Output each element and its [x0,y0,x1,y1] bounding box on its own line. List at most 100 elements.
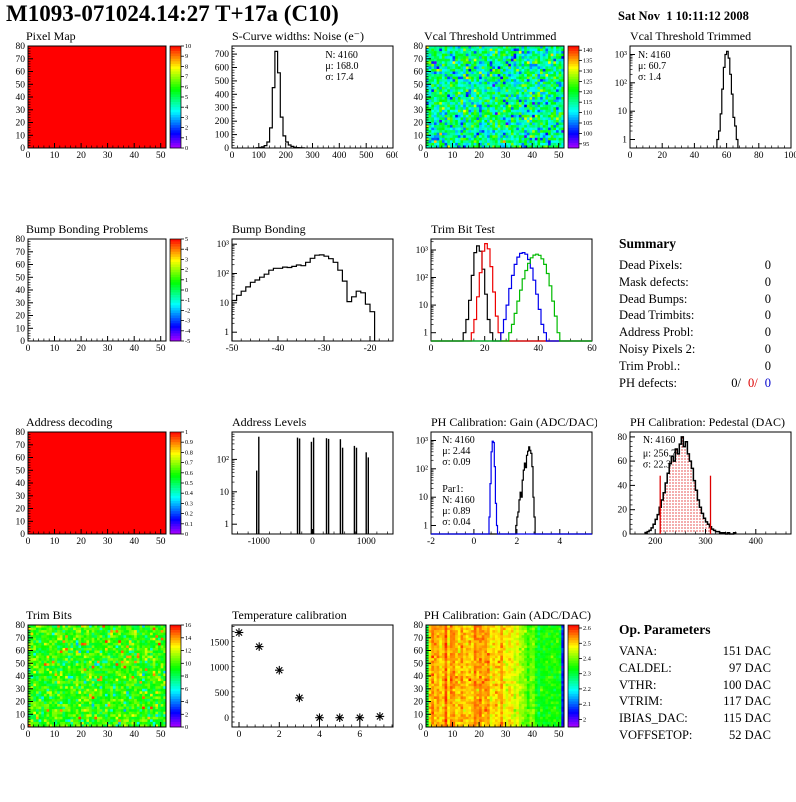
svg-text:0: 0 [622,530,627,540]
svg-text:20: 20 [657,151,667,161]
svg-text:10²: 10² [416,274,429,284]
svg-text:400: 400 [332,151,347,161]
svg-text:0: 0 [26,537,31,547]
svg-text:10²: 10² [615,79,628,89]
op-param-row-caldel: CALDEL: 97 DAC [619,660,771,677]
chart-ph-gain-map: PH Calibration: Gain (ADC/DAC)22.12.22.3… [398,609,597,749]
heatmap-cells [28,625,166,727]
svg-text:-20: -20 [364,344,377,354]
panel-summary: Summary Dead Pixels: 0 Mask defects: 0 D… [597,223,796,416]
chart-title: PH Calibration: Gain (ADC/DAC) [424,609,591,622]
svg-text:300: 300 [305,151,320,161]
svg-text:-2: -2 [427,537,435,547]
svg-text:Par1:: Par1: [442,484,463,495]
svg-text:20: 20 [76,537,86,547]
svg-text:80: 80 [16,235,26,245]
svg-text:0: 0 [472,537,477,547]
svg-text:10³: 10³ [416,246,429,256]
svg-text:30: 30 [16,106,26,116]
svg-text:0: 0 [418,144,423,154]
svg-text:500: 500 [359,151,374,161]
svg-text:10²: 10² [416,465,429,475]
summary-label: Mask defects: [619,274,765,291]
svg-text:50: 50 [16,273,26,283]
panel-op-parameters: Op. Parameters VANA: 151 DAC CALDEL: 97 … [597,609,796,802]
op-param-value: 52 DAC [729,727,771,744]
svg-text:2: 2 [185,125,188,132]
svg-text:0: 0 [628,151,633,161]
svg-text:80: 80 [414,42,424,52]
svg-text:10: 10 [185,43,191,50]
svg-text:30: 30 [16,492,26,502]
heatmap-cells [28,46,166,148]
svg-text:μ: 2.44: μ: 2.44 [442,446,470,457]
ph-defects-blue: 0 [765,375,771,392]
svg-text:7: 7 [185,74,188,81]
svg-text:μ: 168.0: μ: 168.0 [325,61,358,72]
chart-title: Trim Bit Test [431,223,496,236]
svg-text:80: 80 [754,151,764,161]
svg-text:40: 40 [534,344,544,354]
ph-defects-red: 0/ [748,375,758,392]
svg-text:1: 1 [423,522,428,532]
svg-text:-4: -4 [185,328,191,335]
x-axis: -50-40-30-20 [226,336,389,354]
op-param-label: VOFFSETOP: [619,727,729,744]
spikes [256,437,369,534]
svg-text:60: 60 [587,344,597,354]
svg-text:10: 10 [419,301,429,311]
op-param-row-voffsetop: VOFFSETOP: 52 DAC [619,727,771,744]
chart-title: Pixel Map [26,30,76,43]
svg-text:50: 50 [554,151,564,161]
plot-frame [28,239,166,341]
op-param-row-vana: VANA: 151 DAC [619,643,771,660]
svg-text:50: 50 [156,344,166,354]
svg-text:30: 30 [103,151,113,161]
op-param-row-vthr: VTHR: 100 DAC [619,677,771,694]
heatmap-cells [426,46,564,148]
svg-text:10: 10 [16,131,26,141]
svg-text:4: 4 [185,246,189,253]
svg-text:0.2: 0.2 [185,511,193,518]
svg-text:50: 50 [16,80,26,90]
svg-text:0: 0 [185,145,188,152]
summary-value: 0 [765,291,771,308]
svg-text:50: 50 [156,151,166,161]
svg-text:0.9: 0.9 [185,439,193,446]
summary-value: 0 [765,324,771,341]
svg-text:-50: -50 [226,344,239,354]
chart-title: PH Calibration: Pedestal (DAC) [630,416,785,429]
svg-text:10: 10 [50,537,60,547]
svg-text:60: 60 [16,68,26,78]
svg-text:300: 300 [698,537,713,547]
svg-text:10: 10 [16,517,26,527]
summary-title: Summary [619,236,771,252]
op-param-row-vtrim: VTRIM: 117 DAC [619,693,771,710]
svg-text:10²: 10² [217,270,230,280]
svg-text:40: 40 [16,286,26,296]
summary-row-noisy-pixels: Noisy Pixels 2: 0 [619,341,771,358]
summary-row-address-probl: Address Probl: 0 [619,324,771,341]
svg-text:20: 20 [480,344,490,354]
svg-text:40: 40 [527,151,537,161]
summary-value: 0 [765,341,771,358]
